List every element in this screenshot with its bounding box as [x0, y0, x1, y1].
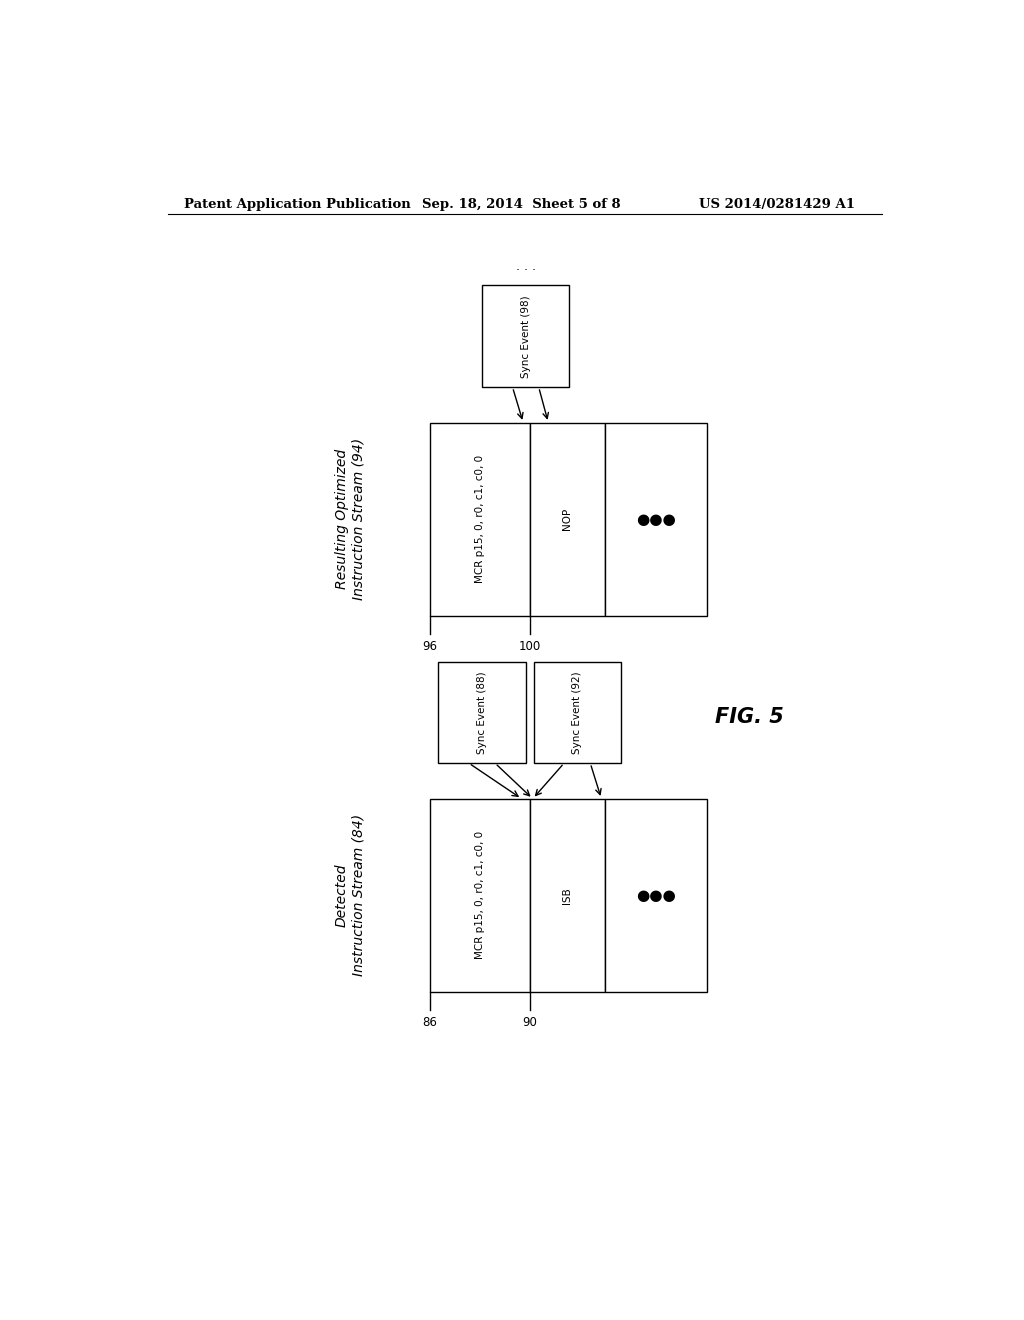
Text: MCR p15, 0, r0, c1, c0, 0: MCR p15, 0, r0, c1, c0, 0 [474, 455, 484, 583]
Text: Sync Event (98): Sync Event (98) [520, 294, 530, 378]
Text: Sync Event (88): Sync Event (88) [477, 671, 487, 754]
Text: ●●●: ●●● [636, 888, 676, 903]
Bar [430, 799, 529, 991]
Text: . . .: . . . [516, 260, 536, 273]
Bar [482, 285, 569, 387]
Bar [529, 799, 604, 991]
Text: 90: 90 [522, 1016, 537, 1030]
Text: MCR p15, 0, r0, c1, c0, 0: MCR p15, 0, r0, c1, c0, 0 [474, 832, 484, 960]
Bar [529, 422, 604, 615]
Bar [438, 661, 525, 763]
Text: 86: 86 [422, 1016, 437, 1030]
Bar [430, 422, 529, 615]
Text: 96: 96 [422, 640, 437, 653]
Bar [604, 422, 708, 615]
Text: ISB: ISB [562, 887, 572, 904]
Text: 100: 100 [518, 640, 541, 653]
Text: NOP: NOP [562, 508, 572, 531]
Text: Detected
Instruction Stream (84): Detected Instruction Stream (84) [335, 814, 366, 977]
Text: ●●●: ●●● [636, 512, 676, 527]
Text: Resulting Optimized
Instruction Stream (94): Resulting Optimized Instruction Stream (… [335, 438, 366, 601]
Bar [604, 799, 708, 991]
Text: Patent Application Publication: Patent Application Publication [183, 198, 411, 211]
Text: Sep. 18, 2014  Sheet 5 of 8: Sep. 18, 2014 Sheet 5 of 8 [422, 198, 621, 211]
Text: Sync Event (92): Sync Event (92) [572, 671, 583, 754]
Bar [534, 661, 621, 763]
Text: US 2014/0281429 A1: US 2014/0281429 A1 [699, 198, 855, 211]
Text: FIG. 5: FIG. 5 [715, 708, 784, 727]
